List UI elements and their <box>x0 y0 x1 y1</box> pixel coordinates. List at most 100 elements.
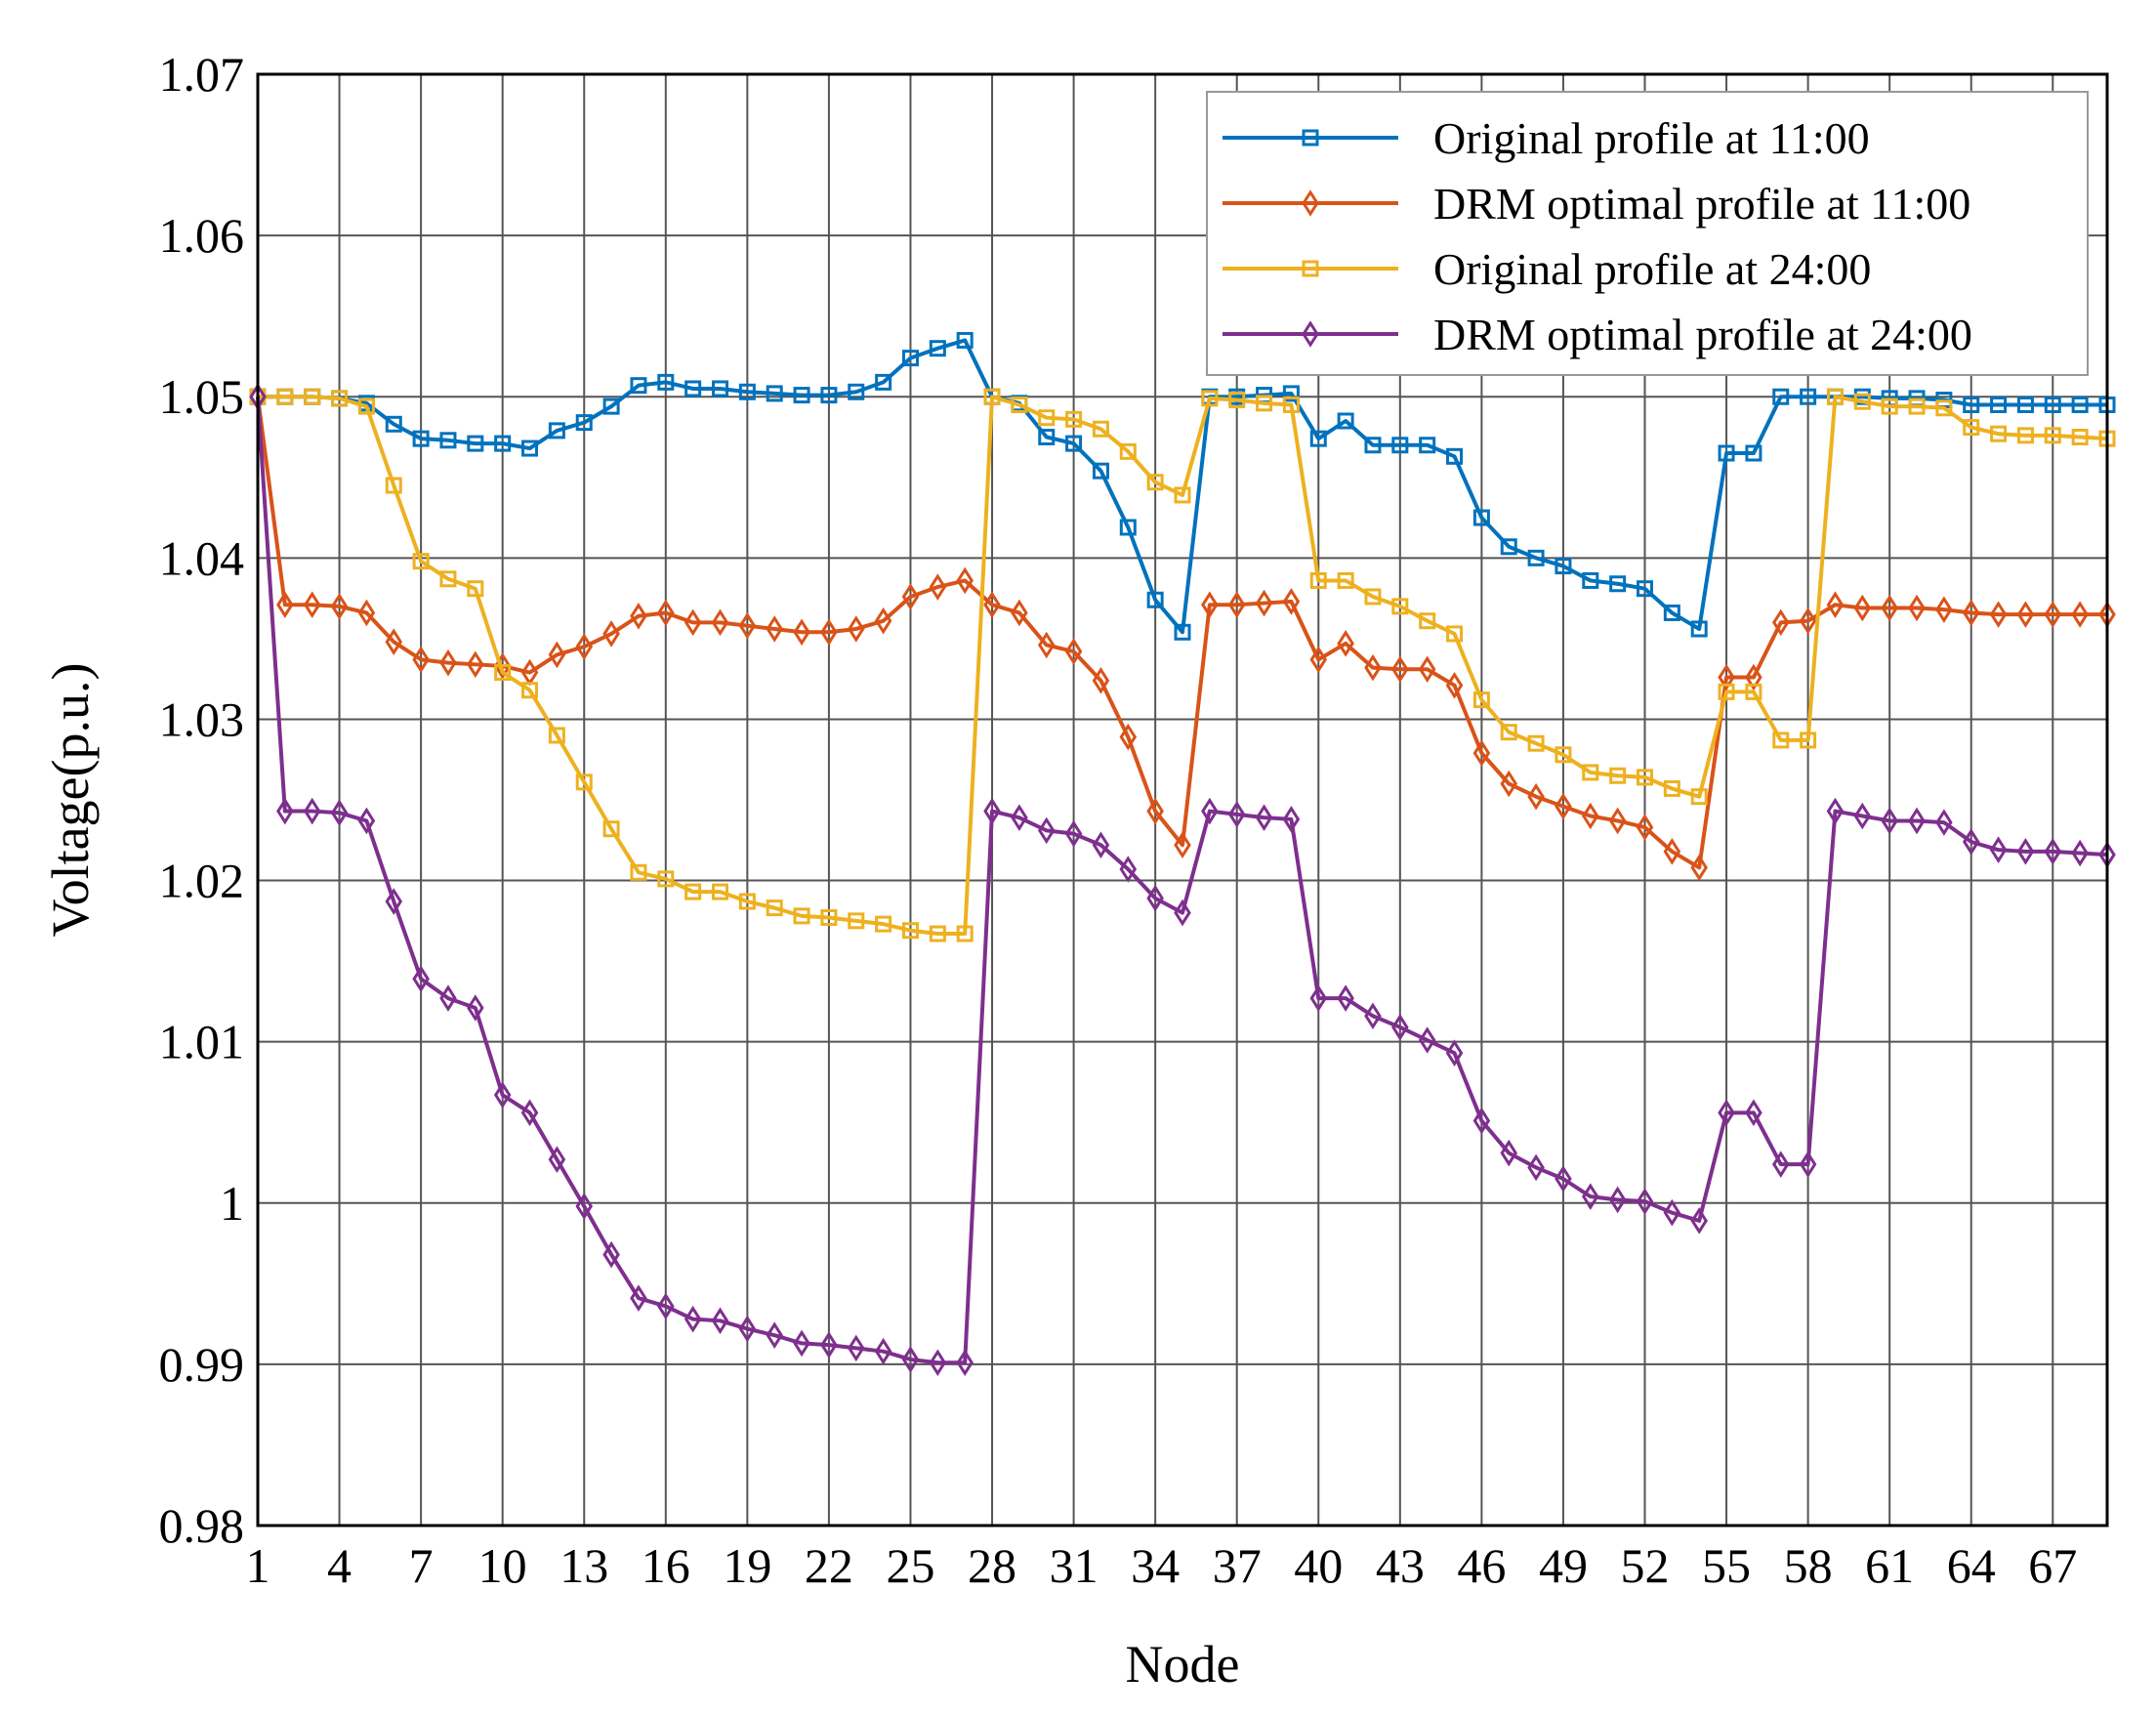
data-point <box>712 380 728 397</box>
x-tick-label: 25 <box>886 1538 934 1593</box>
y-tick-label: 1 <box>220 1176 244 1231</box>
data-point <box>1064 819 1083 848</box>
data-point <box>1555 558 1572 575</box>
data-point <box>1799 607 1817 635</box>
data-point <box>1092 420 1109 438</box>
data-point <box>1011 599 1028 627</box>
data-point <box>1745 1099 1762 1127</box>
data-point <box>684 608 702 637</box>
data-point <box>1826 388 1844 405</box>
data-point <box>1364 437 1382 454</box>
data-point <box>439 984 457 1012</box>
plot-frame <box>256 72 2109 1527</box>
data-point <box>1037 816 1056 845</box>
data-point <box>1989 836 2008 863</box>
data-point <box>1853 393 1871 410</box>
data-point <box>1935 399 1953 417</box>
data-point <box>1146 884 1164 912</box>
data-point <box>2016 396 2034 413</box>
x-tick-label: 67 <box>2028 1538 2077 1593</box>
data-point <box>1337 571 1354 589</box>
data-point <box>521 439 539 457</box>
data-point <box>929 925 946 942</box>
data-point <box>303 797 321 825</box>
data-point <box>1282 396 1300 413</box>
data-point <box>1609 575 1627 593</box>
data-point <box>2016 838 2035 865</box>
y-tick-label: 0.98 <box>159 1498 245 1553</box>
series-line <box>256 397 2108 1365</box>
data-point <box>1472 691 1490 709</box>
data-point <box>575 774 593 791</box>
data-point <box>439 432 457 449</box>
data-point <box>1337 984 1354 1012</box>
data-point <box>1472 739 1491 767</box>
data-point <box>1038 409 1056 427</box>
data-point <box>1718 444 1735 462</box>
data-point <box>1772 732 1790 749</box>
data-point <box>1881 397 1898 415</box>
data-point <box>521 682 539 699</box>
data-point <box>1718 1099 1735 1127</box>
data-point <box>793 387 810 404</box>
data-point <box>1963 419 1980 437</box>
data-point <box>602 397 620 415</box>
data-point <box>1609 767 1627 784</box>
legend-marker <box>1302 129 1319 146</box>
series-group <box>249 331 2116 1377</box>
data-point <box>357 599 376 627</box>
data-point <box>2044 427 2061 444</box>
data-point <box>385 415 402 433</box>
tick-labels: 1 4 7 10 13 16 19 22 25 28 31 34 37 40 43 46 49 52 55 58 61 6… <box>159 47 2078 1593</box>
data-point <box>793 618 810 647</box>
data-point <box>956 566 974 595</box>
data-point <box>1772 388 1790 405</box>
series-4 <box>249 383 2116 1377</box>
data-point <box>385 888 403 915</box>
data-point <box>630 863 647 881</box>
data-point <box>875 915 892 933</box>
data-point <box>766 615 783 643</box>
data-point <box>929 573 947 601</box>
data-point <box>1472 509 1490 526</box>
data-point <box>1445 1039 1464 1067</box>
data-point <box>901 350 919 367</box>
data-point <box>956 1349 974 1377</box>
y-axis-title: Voltage(p.u.) <box>41 663 100 938</box>
data-point <box>575 633 594 660</box>
data-point <box>1418 1026 1436 1054</box>
data-point <box>793 1329 810 1358</box>
data-point <box>548 641 566 669</box>
data-point <box>738 1315 757 1343</box>
data-point <box>467 994 484 1022</box>
data-point <box>1174 831 1191 859</box>
data-point <box>1989 601 2008 628</box>
y-tick-label: 1.07 <box>159 47 245 102</box>
data-point <box>494 664 512 682</box>
data-point <box>1527 1153 1545 1182</box>
data-point <box>1853 594 1872 622</box>
data-point <box>1201 591 1219 619</box>
y-tick-label: 1.05 <box>159 369 245 424</box>
data-point <box>1800 732 1817 749</box>
data-point <box>1663 604 1680 621</box>
data-point <box>602 820 620 838</box>
x-tick-label: 13 <box>560 1538 608 1593</box>
data-point <box>712 883 728 900</box>
data-point <box>1908 807 1926 835</box>
data-point <box>1119 519 1137 536</box>
data-point <box>1227 591 1246 619</box>
legend-label: DRM optimal profile at 24:00 <box>1433 310 1972 359</box>
data-point <box>1745 663 1762 691</box>
data-point <box>1963 396 1980 413</box>
data-point <box>684 1305 702 1333</box>
data-point <box>1064 638 1083 665</box>
data-point <box>1282 588 1301 615</box>
data-point <box>901 1346 920 1373</box>
x-tick-label: 64 <box>1947 1538 1996 1593</box>
x-tick-label: 58 <box>1784 1538 1833 1593</box>
data-point <box>412 965 430 993</box>
data-point <box>820 1331 838 1359</box>
data-point <box>1718 683 1735 700</box>
x-tick-label: 22 <box>805 1538 853 1593</box>
